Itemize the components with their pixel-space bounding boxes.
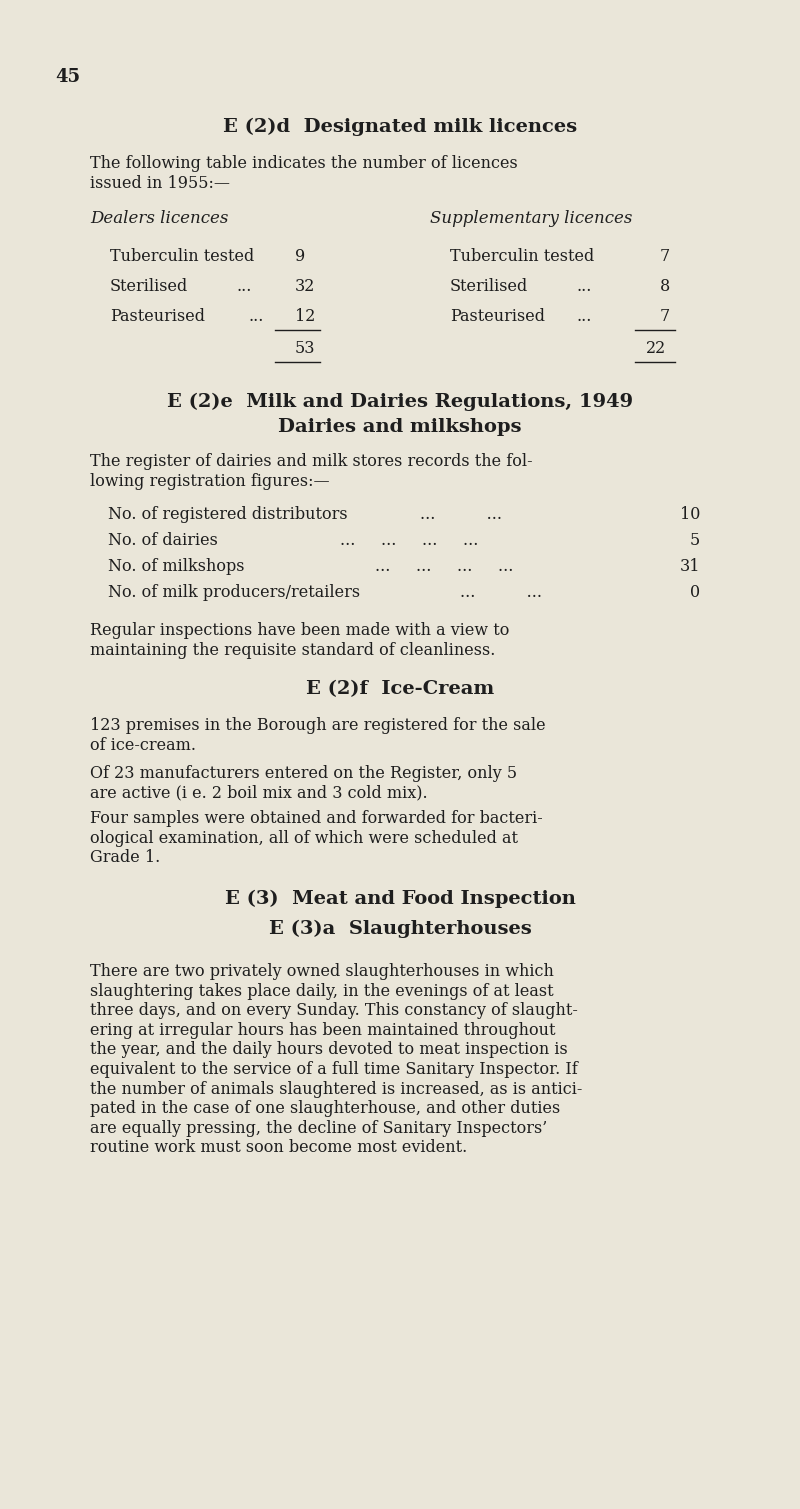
Text: 22: 22 xyxy=(646,340,666,358)
Text: ...     ...     ...     ...: ... ... ... ... xyxy=(375,558,514,575)
Text: ...     ...     ...     ...: ... ... ... ... xyxy=(340,533,478,549)
Text: 7: 7 xyxy=(660,247,670,266)
Text: 12: 12 xyxy=(295,308,315,324)
Text: ...: ... xyxy=(577,278,592,294)
Text: 31: 31 xyxy=(679,558,700,575)
Text: E (2)e  Milk and Dairies Regulations, 1949: E (2)e Milk and Dairies Regulations, 194… xyxy=(167,392,633,412)
Text: Sterilised: Sterilised xyxy=(450,278,528,294)
Text: ...          ...: ... ... xyxy=(420,506,502,524)
Text: ...: ... xyxy=(248,308,263,324)
Text: 53: 53 xyxy=(295,340,315,358)
Text: 8: 8 xyxy=(660,278,670,294)
Text: 45: 45 xyxy=(55,68,80,86)
Text: 9: 9 xyxy=(295,247,306,266)
Text: Four samples were obtained and forwarded for bacteri-
ological examination, all : Four samples were obtained and forwarded… xyxy=(90,810,542,866)
Text: Regular inspections have been made with a view to
maintaining the requisite stan: Regular inspections have been made with … xyxy=(90,622,510,658)
Text: ...          ...: ... ... xyxy=(460,584,542,601)
Text: ...: ... xyxy=(577,308,592,324)
Text: 10: 10 xyxy=(680,506,700,524)
Text: The register of dairies and milk stores records the fol-
lowing registration fig: The register of dairies and milk stores … xyxy=(90,453,533,489)
Text: Dairies and milkshops: Dairies and milkshops xyxy=(278,418,522,436)
Text: Tuberculin tested: Tuberculin tested xyxy=(450,247,594,266)
Text: No. of dairies: No. of dairies xyxy=(108,533,218,549)
Text: Of 23 manufacturers entered on the Register, only 5
are active (i e. 2 boil mix : Of 23 manufacturers entered on the Regis… xyxy=(90,765,517,801)
Text: 32: 32 xyxy=(295,278,315,294)
Text: E (3)  Meat and Food Inspection: E (3) Meat and Food Inspection xyxy=(225,890,575,908)
Text: Dealers licences: Dealers licences xyxy=(90,210,228,226)
Text: The following table indicates the number of licences
issued in 1955:—: The following table indicates the number… xyxy=(90,155,518,192)
Text: 123 premises in the Borough are registered for the sale
of ice-cream.: 123 premises in the Borough are register… xyxy=(90,717,546,753)
Text: E (3)a  Slaughterhouses: E (3)a Slaughterhouses xyxy=(269,920,531,939)
Text: Pasteurised: Pasteurised xyxy=(110,308,205,324)
Text: Sterilised: Sterilised xyxy=(110,278,188,294)
Text: ...: ... xyxy=(237,278,252,294)
Text: Supplementary licences: Supplementary licences xyxy=(430,210,632,226)
Text: 0: 0 xyxy=(690,584,700,601)
Text: There are two privately owned slaughterhouses in which
slaughtering takes place : There are two privately owned slaughterh… xyxy=(90,963,582,1156)
Text: 7: 7 xyxy=(660,308,670,324)
Text: 5: 5 xyxy=(690,533,700,549)
Text: No. of registered distributors: No. of registered distributors xyxy=(108,506,348,524)
Text: Pasteurised: Pasteurised xyxy=(450,308,545,324)
Text: E (2)f  Ice-Cream: E (2)f Ice-Cream xyxy=(306,681,494,699)
Text: Tuberculin tested: Tuberculin tested xyxy=(110,247,254,266)
Text: No. of milkshops: No. of milkshops xyxy=(108,558,245,575)
Text: No. of milk producers/retailers: No. of milk producers/retailers xyxy=(108,584,360,601)
Text: E (2)d  Designated milk licences: E (2)d Designated milk licences xyxy=(223,118,577,136)
